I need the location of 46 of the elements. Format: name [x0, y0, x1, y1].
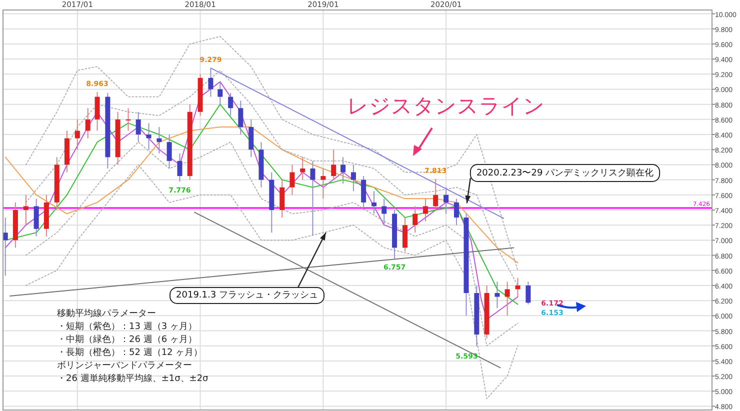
candlestick — [156, 126, 162, 154]
candlestick — [423, 198, 428, 222]
annotation: ボリンジャーバンドパラメーター — [57, 360, 192, 371]
candlestick — [340, 156, 346, 184]
candlestick — [526, 281, 531, 305]
annotation: 2019.1.3 フラッシュ・クラッシュ — [176, 290, 318, 300]
candlestick — [331, 149, 336, 180]
candlestick — [320, 168, 326, 200]
candlestick — [444, 186, 449, 214]
candlestick — [454, 198, 459, 226]
annotation: ・長期（橙色）：52 週（12 ヶ月） — [57, 347, 203, 358]
candlestick — [228, 92, 234, 116]
candlestick — [310, 160, 316, 236]
candlestick — [280, 179, 285, 218]
candlestick — [85, 108, 90, 139]
annotation: 移動平均線パラメーター — [57, 308, 156, 319]
candlestick — [136, 111, 141, 143]
candlestick — [94, 92, 100, 132]
annotation: レジスタンスライン — [347, 94, 545, 118]
candlestick — [382, 198, 387, 226]
annotation: 2020.2.23〜29 パンデミックリスク顕在化 — [476, 168, 654, 178]
candlestick — [433, 178, 438, 210]
candlestick — [515, 277, 520, 298]
candlestick — [300, 156, 306, 180]
candlestick — [74, 118, 80, 150]
candlestick — [350, 164, 356, 192]
annotation: ・中期（緑色）：26 週（6 ヶ月） — [57, 334, 197, 345]
candlestick — [371, 190, 376, 214]
candlestick — [412, 206, 418, 234]
candlestick — [504, 281, 510, 316]
candlestick — [218, 81, 223, 105]
candlestick — [494, 281, 500, 309]
candlestick — [146, 122, 152, 150]
candlestick — [177, 152, 182, 182]
candlestick — [248, 118, 254, 158]
annotation: ・短期（紫色）：13 週（3 ヶ月） — [57, 321, 197, 332]
candlestick — [290, 164, 295, 196]
annotation: ・26 週単純移動平均線、±1σ、±2σ — [57, 373, 209, 384]
candlestick — [208, 68, 214, 98]
candlestick — [238, 100, 244, 136]
candlestick — [361, 176, 366, 210]
candlestick — [23, 194, 28, 226]
candlestick — [34, 198, 39, 237]
candlestick — [402, 217, 408, 252]
candlestick — [166, 134, 172, 169]
candlestick — [126, 108, 131, 132]
